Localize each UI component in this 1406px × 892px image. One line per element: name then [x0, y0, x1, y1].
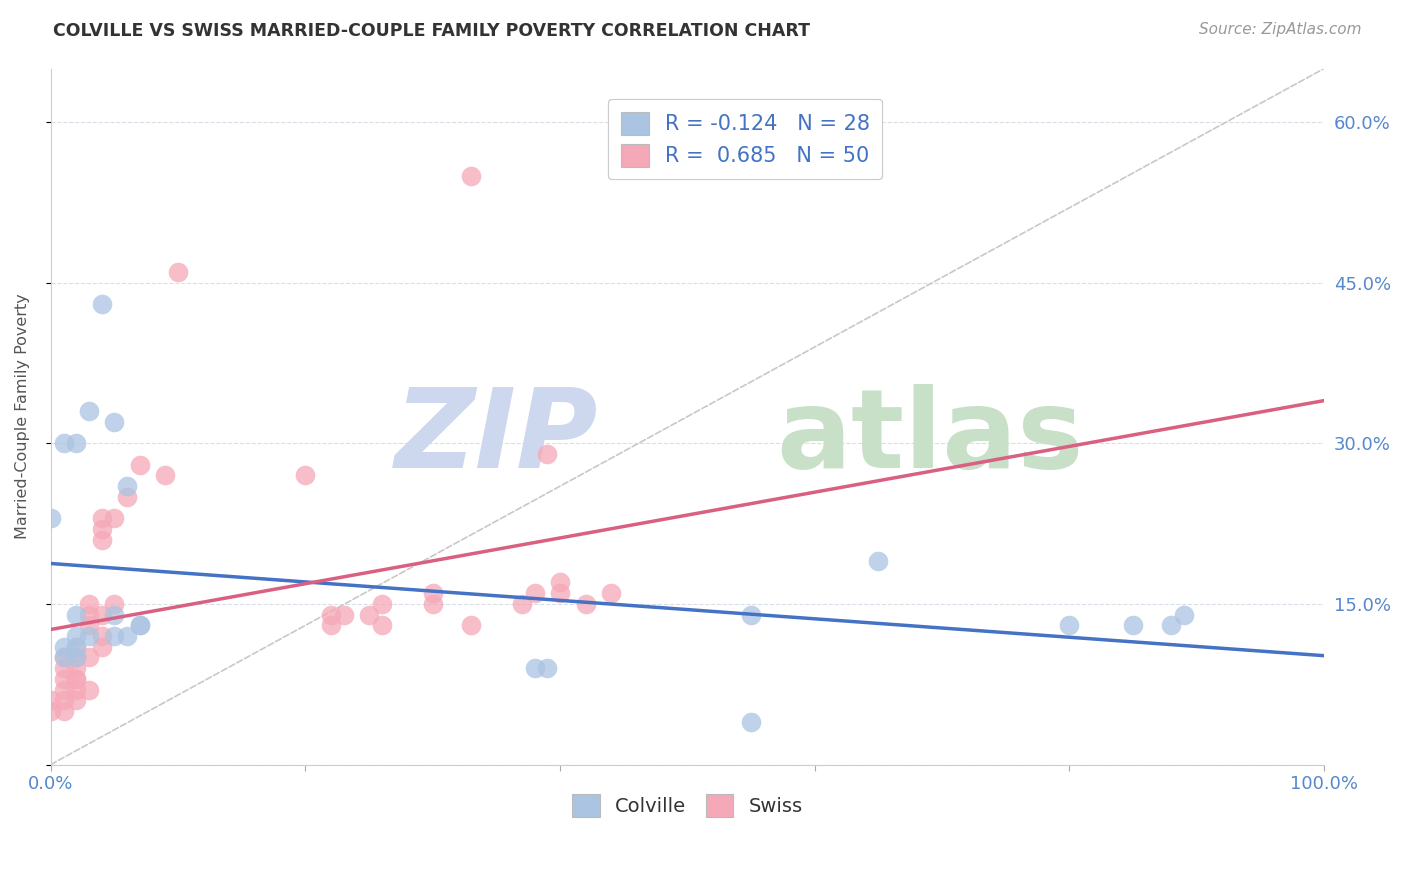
Y-axis label: Married-Couple Family Poverty: Married-Couple Family Poverty — [15, 293, 30, 540]
Point — [77, 629, 100, 643]
Text: Source: ZipAtlas.com: Source: ZipAtlas.com — [1198, 22, 1361, 37]
Point — [65, 672, 87, 686]
Point — [510, 597, 533, 611]
Point — [77, 404, 100, 418]
Point — [103, 415, 125, 429]
Point — [115, 629, 138, 643]
Text: COLVILLE VS SWISS MARRIED-COUPLE FAMILY POVERTY CORRELATION CHART: COLVILLE VS SWISS MARRIED-COUPLE FAMILY … — [53, 22, 810, 40]
Point — [548, 586, 571, 600]
Point — [39, 511, 62, 525]
Point — [52, 640, 75, 654]
Point — [65, 682, 87, 697]
Point — [90, 511, 112, 525]
Point — [52, 704, 75, 718]
Point — [65, 650, 87, 665]
Point — [740, 714, 762, 729]
Point — [155, 468, 177, 483]
Point — [1059, 618, 1081, 632]
Point — [65, 650, 87, 665]
Point — [319, 618, 342, 632]
Point — [90, 522, 112, 536]
Point — [103, 607, 125, 622]
Point — [103, 629, 125, 643]
Point — [575, 597, 598, 611]
Point — [332, 607, 354, 622]
Point — [523, 661, 546, 675]
Point — [52, 682, 75, 697]
Point — [52, 693, 75, 707]
Point — [129, 618, 152, 632]
Point — [1160, 618, 1182, 632]
Point — [77, 682, 100, 697]
Point — [868, 554, 890, 568]
Point — [52, 672, 75, 686]
Point — [65, 607, 87, 622]
Point — [65, 436, 87, 450]
Point — [65, 640, 87, 654]
Point — [1173, 607, 1195, 622]
Point — [90, 640, 112, 654]
Point — [294, 468, 316, 483]
Point — [52, 650, 75, 665]
Point — [319, 607, 342, 622]
Point — [52, 650, 75, 665]
Point — [167, 265, 190, 279]
Point — [371, 597, 394, 611]
Point — [422, 586, 444, 600]
Legend: Colville, Swiss: Colville, Swiss — [565, 787, 810, 824]
Point — [65, 629, 87, 643]
Point — [129, 618, 152, 632]
Point — [460, 618, 482, 632]
Point — [39, 693, 62, 707]
Point — [600, 586, 623, 600]
Point — [39, 704, 62, 718]
Point — [115, 490, 138, 504]
Point — [422, 597, 444, 611]
Point — [65, 693, 87, 707]
Point — [65, 661, 87, 675]
Point — [115, 479, 138, 493]
Point — [129, 458, 152, 472]
Point — [359, 607, 381, 622]
Text: atlas: atlas — [776, 384, 1084, 491]
Point — [740, 607, 762, 622]
Text: ZIP: ZIP — [395, 384, 599, 491]
Point — [1122, 618, 1144, 632]
Point — [77, 597, 100, 611]
Point — [90, 607, 112, 622]
Point — [52, 661, 75, 675]
Point — [371, 618, 394, 632]
Point — [548, 575, 571, 590]
Point — [90, 533, 112, 547]
Point — [77, 650, 100, 665]
Point — [460, 169, 482, 183]
Point — [523, 586, 546, 600]
Point — [65, 640, 87, 654]
Point — [103, 511, 125, 525]
Point — [103, 597, 125, 611]
Point — [90, 629, 112, 643]
Point — [52, 436, 75, 450]
Point — [536, 661, 558, 675]
Point — [536, 447, 558, 461]
Point — [77, 607, 100, 622]
Point — [77, 618, 100, 632]
Point — [90, 297, 112, 311]
Point — [65, 672, 87, 686]
